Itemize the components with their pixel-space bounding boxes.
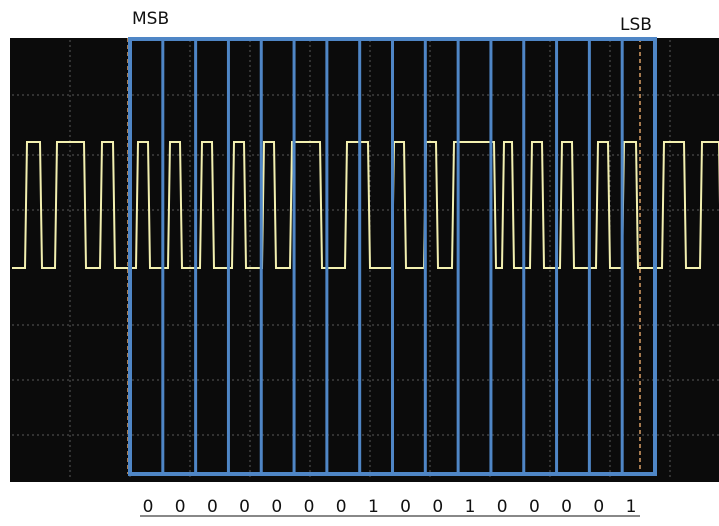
byte-frame — [128, 37, 657, 476]
bit-value: 0 — [207, 497, 218, 517]
bit-value: 1 — [465, 497, 476, 517]
bit-value: 0 — [561, 497, 572, 517]
bit-value: 0 — [143, 497, 154, 517]
bit-value: 0 — [400, 497, 411, 517]
msb-label: MSB — [132, 9, 169, 29]
signal-trace — [12, 141, 719, 269]
bit-value: 0 — [593, 497, 604, 517]
bit-value: 0 — [336, 497, 347, 517]
bit-value: 1 — [626, 497, 637, 517]
bit-value: 0 — [271, 497, 282, 517]
bit-value: 1 — [368, 497, 379, 517]
bit-value: 0 — [175, 497, 186, 517]
bit-value: 0 — [304, 497, 315, 517]
bit-value: 0 — [432, 497, 443, 517]
bit-row: 0 0 0 0 0 0 0 1 0 0 1 0 0 0 0 1 — [143, 497, 637, 517]
scope-screen — [10, 38, 719, 482]
bit-dividers — [161, 39, 624, 474]
bit-value: 0 — [529, 497, 540, 517]
bit-value: 0 — [497, 497, 508, 517]
bit-value: 0 — [239, 497, 250, 517]
lsb-label: LSB — [620, 15, 652, 35]
